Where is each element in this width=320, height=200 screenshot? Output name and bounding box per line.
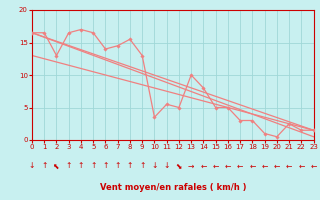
Text: ←: ← [225, 162, 231, 170]
Text: ↑: ↑ [41, 162, 47, 170]
Text: ↑: ↑ [90, 162, 96, 170]
Text: ↑: ↑ [102, 162, 109, 170]
Text: ←: ← [274, 162, 280, 170]
Text: ←: ← [249, 162, 256, 170]
Text: ↑: ↑ [115, 162, 121, 170]
Text: ←: ← [310, 162, 317, 170]
Text: ↓: ↓ [164, 162, 170, 170]
Text: ←: ← [298, 162, 305, 170]
Text: ←: ← [237, 162, 243, 170]
Text: ⬊: ⬊ [176, 162, 182, 170]
Text: ↓: ↓ [29, 162, 35, 170]
Text: ↑: ↑ [139, 162, 145, 170]
Text: ⬉: ⬉ [53, 162, 60, 170]
Text: →: → [188, 162, 194, 170]
Text: ↑: ↑ [66, 162, 72, 170]
Text: ←: ← [286, 162, 292, 170]
Text: ←: ← [261, 162, 268, 170]
Text: ←: ← [200, 162, 207, 170]
Text: Vent moyen/en rafales ( km/h ): Vent moyen/en rafales ( km/h ) [100, 183, 246, 192]
Text: ↓: ↓ [151, 162, 158, 170]
Text: ↑: ↑ [78, 162, 84, 170]
Text: ←: ← [212, 162, 219, 170]
Text: ↑: ↑ [127, 162, 133, 170]
